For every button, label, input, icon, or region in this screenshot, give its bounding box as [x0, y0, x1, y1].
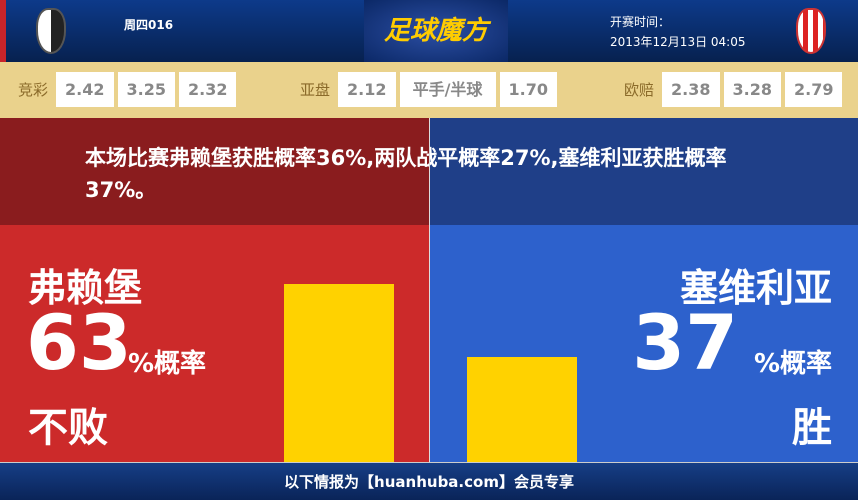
odds-cell: 3.28: [723, 72, 781, 107]
odds-bar: 竞彩 2.42 3.25 2.32 亚盘 2.12 平手/半球 1.70 欧赔 …: [0, 62, 858, 118]
home-probability-bar: [284, 284, 394, 462]
odds-cell: 2.38: [662, 72, 720, 107]
away-panel: 塞维利亚 37 %概率 胜: [430, 225, 858, 462]
header: 周四016 足球魔方 开赛时间： 2013年12月13日 04:05: [0, 0, 858, 62]
home-probability: 63: [26, 298, 132, 387]
odds-cell: 2.32: [178, 72, 237, 107]
odds-oupei: 欧赔 2.38 3.28 2.79: [624, 72, 843, 107]
away-team-name: 塞维利亚: [679, 266, 832, 310]
odds-cell: 3.25: [117, 72, 175, 107]
kickoff-time: 2013年12月13日 04:05: [610, 35, 746, 49]
brand-logo: 足球魔方: [364, 0, 508, 62]
away-team-logo: [796, 8, 826, 54]
home-team-logo: [36, 8, 66, 54]
odds-label: 竞彩: [18, 81, 49, 99]
odds-jingcai: 竞彩 2.42 3.25 2.32: [18, 72, 237, 107]
odds-label: 欧赔: [624, 81, 655, 99]
summary-text: 本场比赛弗赖堡获胜概率36%,两队战平概率27%,塞维利亚获胜概率37%。: [85, 146, 727, 202]
odds-cell: 1.70: [499, 72, 557, 107]
odds-cell: 2.12: [338, 72, 396, 107]
divider: [429, 118, 430, 462]
odds-cell: 平手/半球: [399, 72, 496, 107]
members-banner[interactable]: 以下情报为【huanhuba.com】会员专享: [0, 462, 858, 500]
odds-yapan: 亚盘 2.12 平手/半球 1.70: [300, 72, 557, 107]
kickoff-info: 开赛时间： 2013年12月13日 04:05: [610, 12, 745, 52]
away-probability-bar: [467, 357, 577, 462]
match-number: 周四016: [124, 18, 174, 32]
away-pct-label: %概率: [753, 349, 832, 379]
home-panel: 弗赖堡 63 %概率 不败: [0, 225, 429, 462]
home-team-name: 弗赖堡: [28, 266, 143, 310]
odds-cell: 2.42: [56, 72, 114, 107]
odds-cell: 2.79: [784, 72, 843, 107]
away-probability: 37: [632, 298, 738, 387]
home-pct-label: %概率: [128, 349, 207, 379]
away-result: 胜: [792, 405, 832, 451]
kickoff-label: 开赛时间：: [610, 15, 671, 29]
odds-label: 亚盘: [300, 81, 331, 99]
home-result: 不败: [28, 405, 108, 451]
